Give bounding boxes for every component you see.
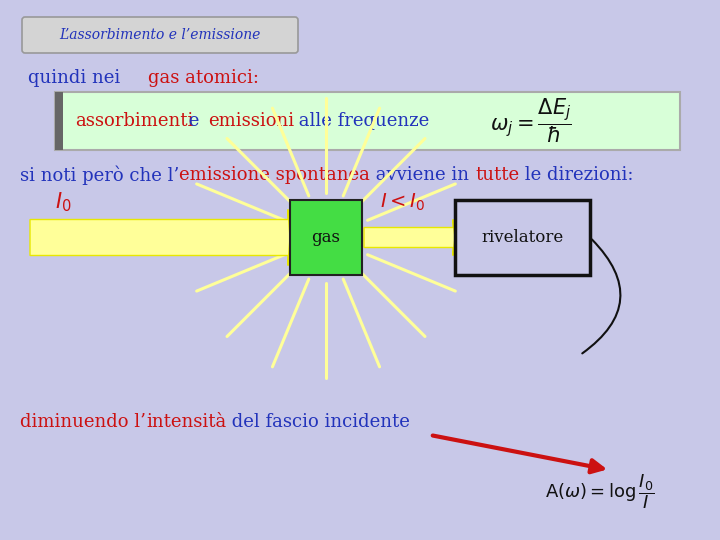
- Text: L’assorbimento e l’emissione: L’assorbimento e l’emissione: [59, 28, 261, 42]
- Text: gas: gas: [312, 229, 341, 246]
- Bar: [55, 92, 63, 150]
- Text: alle frequenze: alle frequenze: [293, 112, 429, 130]
- FancyBboxPatch shape: [22, 17, 298, 53]
- Text: del fascio incidente: del fascio incidente: [226, 413, 410, 431]
- Bar: [55, 92, 680, 150]
- Text: emissioni: emissioni: [208, 112, 294, 130]
- Text: avviene in: avviene in: [370, 166, 475, 184]
- Text: e: e: [183, 112, 205, 130]
- Text: intensità: intensità: [146, 413, 226, 431]
- FancyArrowPatch shape: [582, 239, 621, 353]
- Text: gas atomici:: gas atomici:: [148, 69, 259, 87]
- Text: le direzioni:: le direzioni:: [519, 166, 634, 184]
- Text: diminuendo l’: diminuendo l’: [20, 413, 146, 431]
- Polygon shape: [30, 210, 290, 266]
- Text: tutte: tutte: [475, 166, 519, 184]
- Text: rivelatore: rivelatore: [482, 229, 564, 246]
- Text: $\mathrm{A}(\omega) = \log\dfrac{I_0}{I}$: $\mathrm{A}(\omega) = \log\dfrac{I_0}{I}…: [545, 472, 654, 511]
- Text: emissione spontanea: emissione spontanea: [179, 166, 370, 184]
- Text: si noti però che l’: si noti però che l’: [20, 165, 179, 185]
- Polygon shape: [364, 219, 455, 255]
- Text: $I_0$: $I_0$: [55, 191, 71, 214]
- Text: assorbimenti: assorbimenti: [75, 112, 194, 130]
- Text: $\omega_j = \dfrac{\Delta E_j}{\hbar}$: $\omega_j = \dfrac{\Delta E_j}{\hbar}$: [490, 97, 572, 145]
- Text: quindi nei: quindi nei: [28, 69, 126, 87]
- Text: $I < I_0$: $I < I_0$: [380, 192, 426, 213]
- Bar: [455, 200, 590, 275]
- Bar: [290, 200, 362, 275]
